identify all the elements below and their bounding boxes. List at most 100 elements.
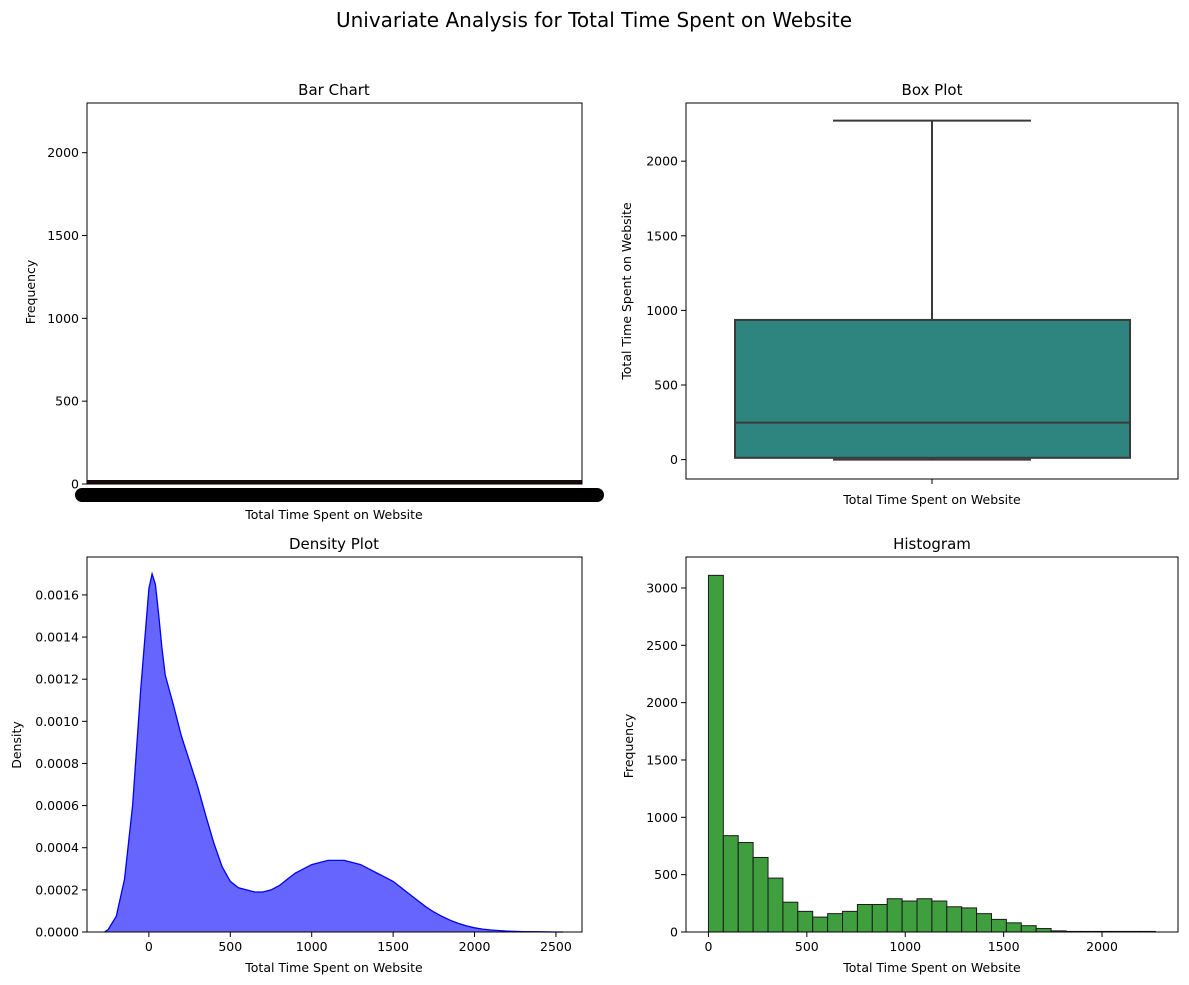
bar-chart-bar [517, 480, 519, 484]
bar-chart-xtick-labels-band [75, 488, 604, 502]
bar-chart-bar [555, 480, 557, 484]
bar-chart-bar [360, 480, 362, 484]
box-plot-panel: Box Plot Total Time Spent on Website Tot… [619, 81, 1179, 507]
histogram-ytick-label: 500 [654, 867, 678, 882]
bar-chart-bar [514, 480, 516, 484]
histogram-bar [931, 900, 948, 933]
bar-chart-bar [246, 480, 248, 484]
bar-chart-bar [474, 480, 476, 484]
bar-chart-bar [580, 480, 582, 484]
bar-chart-bar [294, 480, 296, 484]
histogram-bar [797, 910, 814, 933]
bar-chart-bar [516, 480, 518, 484]
bar-chart-bar [559, 480, 561, 484]
bar-chart-bar [424, 480, 426, 484]
bar-chart-bar [489, 480, 491, 484]
bar-chart-bar [496, 480, 498, 484]
bar-chart-bar [502, 480, 504, 484]
bar-chart-bar [136, 480, 138, 484]
bar-chart-bar [550, 480, 552, 484]
figure-title: Univariate Analysis for Total Time Spent… [336, 8, 852, 32]
bar-chart-bar [153, 480, 155, 484]
bar-chart-bar [87, 480, 89, 484]
bar-chart-bar [406, 480, 408, 484]
bar-chart-title: Bar Chart [298, 81, 370, 99]
density-plot-frame [86, 556, 583, 933]
bar-chart-bar [118, 480, 120, 484]
bar-chart-bar [132, 480, 134, 484]
bar-chart-bar [318, 480, 320, 484]
bar-chart-bar [303, 480, 305, 484]
bar-chart-bar [162, 480, 164, 484]
bar-chart-bar [222, 480, 224, 484]
bar-chart-bar [468, 480, 470, 484]
density-plot-xtick-label: 500 [218, 939, 242, 954]
bar-chart-bar [394, 480, 396, 484]
box-plot-ytick-label: 1500 [646, 228, 678, 243]
bar-chart-bar [466, 480, 468, 484]
bar-chart-bar [442, 480, 444, 484]
bar-chart-bar [213, 480, 215, 484]
bar-chart-bar [313, 480, 315, 484]
bar-chart-bar [498, 480, 500, 484]
bar-chart-bar [165, 480, 167, 484]
bar-chart-bar [244, 480, 246, 484]
bar-chart-bar [126, 480, 128, 484]
bar-chart-bar [367, 480, 369, 484]
bar-chart-bar [384, 480, 386, 484]
bar-chart-bar [249, 480, 251, 484]
box-plot-box [734, 318, 1131, 459]
bar-chart-bar [144, 480, 146, 484]
bar-chart-bar [447, 480, 449, 484]
bar-chart-bar [277, 480, 279, 484]
bar-chart-bar [240, 480, 242, 484]
bar-chart-bar [330, 480, 332, 484]
bar-chart-bar [477, 480, 479, 484]
bar-chart-bar [187, 480, 189, 484]
bar-chart-bar [421, 480, 423, 484]
bar-chart-bar [105, 480, 107, 484]
bar-chart-bar [411, 480, 413, 484]
bar-chart-bar [111, 480, 113, 484]
bar-chart-bar [366, 480, 368, 484]
bar-chart-bar [96, 480, 98, 484]
histogram-bar [737, 842, 754, 933]
bar-chart-bar [513, 480, 515, 484]
histogram-xtick-label: 1500 [988, 939, 1020, 954]
bar-chart-bar [106, 480, 108, 484]
bar-chart-bar [229, 480, 231, 484]
histogram-ytick-label: 2000 [646, 695, 678, 710]
histogram-bar [812, 916, 829, 933]
histogram-ytick-label: 1500 [646, 752, 678, 767]
bar-chart-panel: Bar Chart Total Time Spent on Website Fr… [23, 81, 604, 522]
bar-chart-bar [372, 480, 374, 484]
density-plot-line [104, 571, 564, 933]
bar-chart-bar [457, 480, 459, 484]
histogram-panel: Histogram Total Time Spent on Website Fr… [621, 535, 1179, 975]
bar-chart-bar [445, 480, 447, 484]
bar-chart-bar [543, 480, 545, 484]
histogram-xtick-label: 1000 [889, 939, 921, 954]
box-plot-ylabel: Total Time Spent on Website [619, 202, 634, 381]
bar-chart-bar [391, 480, 393, 484]
bar-chart-bar [349, 480, 351, 484]
bar-chart-ytick-label: 0 [71, 477, 79, 492]
bar-chart-bar [387, 480, 389, 484]
bar-chart-bar [264, 480, 266, 484]
bar-chart-bar [565, 480, 567, 484]
bar-chart-bar [228, 480, 230, 484]
bar-chart-bar [376, 480, 378, 484]
bar-chart-bar [204, 480, 206, 484]
bar-chart-bar [564, 480, 566, 484]
histogram-xtick-label: 2000 [1086, 939, 1118, 954]
bar-chart-bar [91, 480, 93, 484]
bar-chart-bar [483, 480, 485, 484]
bar-chart-bar [261, 480, 263, 484]
bar-chart-bar [115, 480, 117, 484]
bar-chart-bar [573, 480, 575, 484]
bar-chart-ytick-label: 2000 [47, 145, 79, 160]
bar-chart-bar [414, 480, 416, 484]
bar-chart-bar [163, 480, 165, 484]
bar-chart-bar [343, 480, 345, 484]
bar-chart-bar [192, 480, 194, 484]
